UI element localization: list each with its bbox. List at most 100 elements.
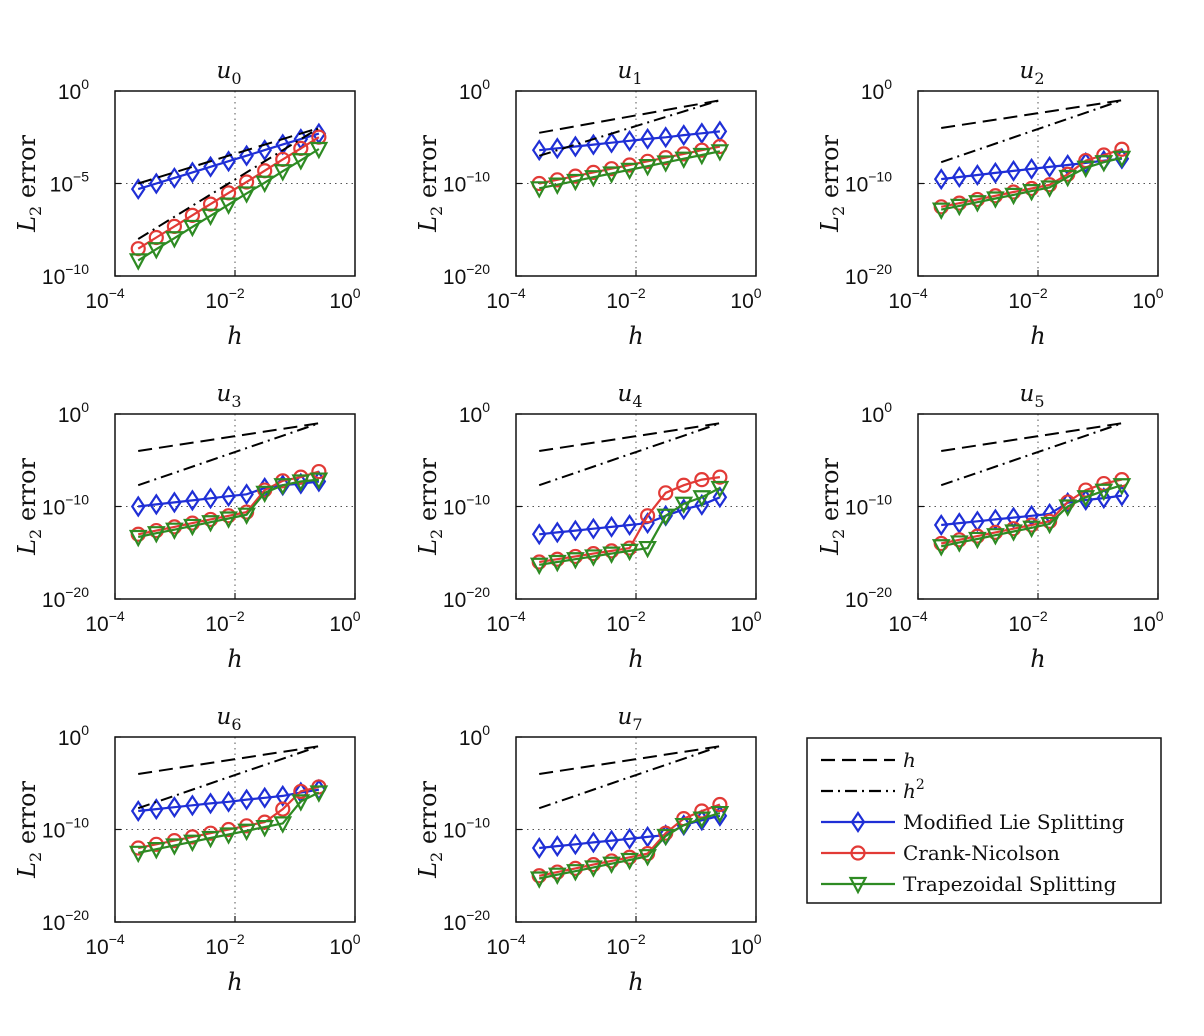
subplot-u2: u2 10−4 10−2 100 10−20 10−10 100 h L2 error: [816, 58, 1164, 350]
marker-tz: [273, 816, 293, 834]
legend-item-h: h: [821, 748, 916, 772]
series-line-h: [138, 745, 320, 775]
marker-tz: [291, 474, 311, 492]
marker-tz: [602, 546, 621, 564]
marker-tz: [949, 198, 969, 217]
y-tick-label: 10−20: [845, 261, 892, 289]
marker-lie: [604, 131, 619, 154]
marker-tz: [584, 860, 603, 878]
marker-tz: [273, 478, 293, 496]
series-group: [128, 122, 329, 271]
marker-tz: [128, 845, 148, 864]
marker-tz: [566, 173, 585, 192]
marker-lie: [933, 514, 949, 536]
marker-tz: [931, 202, 951, 220]
marker-tz: [128, 253, 148, 271]
series-line-h2: [940, 99, 1123, 164]
series-line-h2: [538, 422, 721, 487]
y-tick-label: 100: [459, 76, 490, 104]
y-tick-label: 10−20: [845, 584, 892, 612]
x-axis-label: h: [1030, 645, 1045, 673]
series-group: [529, 745, 730, 889]
marker-lie: [568, 519, 583, 542]
y-axis-label: L2 error: [816, 458, 848, 556]
marker-tz: [710, 805, 730, 824]
marker-lie: [203, 155, 218, 178]
marker-lie: [257, 786, 273, 809]
marker-tz: [309, 141, 329, 160]
marker-lie: [694, 122, 710, 145]
x-tick-label: 100: [1132, 285, 1163, 313]
y-tick-label: 100: [58, 399, 89, 427]
marker-tz: [219, 511, 238, 529]
marker-tz: [165, 522, 184, 541]
panel-title: u0: [216, 58, 241, 88]
marker-tz: [255, 175, 275, 194]
legend-label: h: [903, 748, 916, 772]
marker-lie: [185, 161, 200, 184]
marker-tz: [656, 155, 676, 173]
legend-item-h2: h2: [821, 777, 925, 803]
marker-cn: [658, 485, 674, 501]
marker-lie: [531, 523, 547, 546]
marker-tz: [986, 528, 1005, 546]
marker-tz: [1040, 180, 1059, 198]
marker-tz: [255, 820, 275, 838]
y-tick-label: 10−20: [42, 584, 89, 612]
marker-lie: [951, 166, 967, 189]
x-tick-label: 100: [730, 608, 761, 636]
marker-lie: [148, 172, 164, 195]
marker-tz: [1094, 155, 1114, 173]
x-tick-label: 10−4: [85, 608, 125, 636]
marker-tz: [547, 554, 567, 573]
legend-label: Trapezoidal Splitting: [903, 872, 1117, 896]
series-line-h2: [137, 745, 320, 810]
marker-tz: [584, 170, 603, 188]
marker-tz: [949, 535, 969, 553]
marker-tz: [1004, 187, 1023, 206]
marker-lie: [622, 129, 637, 152]
marker-lie: [239, 144, 254, 167]
marker-lie: [951, 512, 967, 535]
marker-lie: [257, 139, 273, 162]
marker-tz: [183, 518, 202, 537]
marker-tz: [309, 785, 329, 803]
x-axis-label: h: [628, 645, 643, 673]
y-axis-label: L2 error: [13, 135, 45, 233]
marker-lie: [239, 483, 254, 506]
marker-lie: [185, 794, 200, 817]
marker-tz: [291, 794, 311, 812]
marker-lie: [203, 487, 218, 510]
y-axis-label: L2 error: [414, 458, 446, 556]
y-tick-label: 10−20: [443, 584, 490, 612]
marker-tz: [674, 151, 694, 170]
subplot-u6: u6 10−4 10−2 100 10−20 10−10 100 h L2 error: [13, 704, 361, 996]
marker-tz: [656, 828, 676, 847]
y-axis-label: L2 error: [414, 135, 446, 233]
marker-lie: [1006, 506, 1021, 529]
y-tick-label: 10−10: [443, 492, 490, 520]
x-tick-label: 10−2: [606, 931, 646, 959]
marker-lie: [167, 166, 182, 189]
marker-tz: [1076, 490, 1096, 508]
y-tick-label: 10−10: [845, 169, 892, 197]
marker-tz: [547, 867, 567, 886]
x-tick-label: 100: [329, 285, 360, 313]
series-line-h: [941, 422, 1123, 452]
marker-lie: [622, 514, 637, 536]
marker-tz: [529, 181, 549, 199]
marker-tz: [692, 147, 712, 166]
marker-lie: [275, 784, 291, 807]
x-tick-label: 10−4: [486, 285, 526, 313]
marker-cn: [1114, 141, 1130, 157]
x-tick-label: 10−4: [85, 931, 125, 959]
x-tick-label: 10−2: [606, 285, 646, 313]
marker-tz: [602, 166, 621, 184]
subplot-u4: u4 10−4 10−2 100 10−20 10−10 100 h L2 error: [414, 381, 762, 673]
y-axis-label: L2 error: [816, 135, 848, 233]
marker-lie: [604, 829, 619, 852]
marker-lie: [203, 792, 218, 815]
legend-item-lie: Modified Lie Splitting: [821, 810, 1125, 834]
marker-tz: [692, 811, 712, 829]
